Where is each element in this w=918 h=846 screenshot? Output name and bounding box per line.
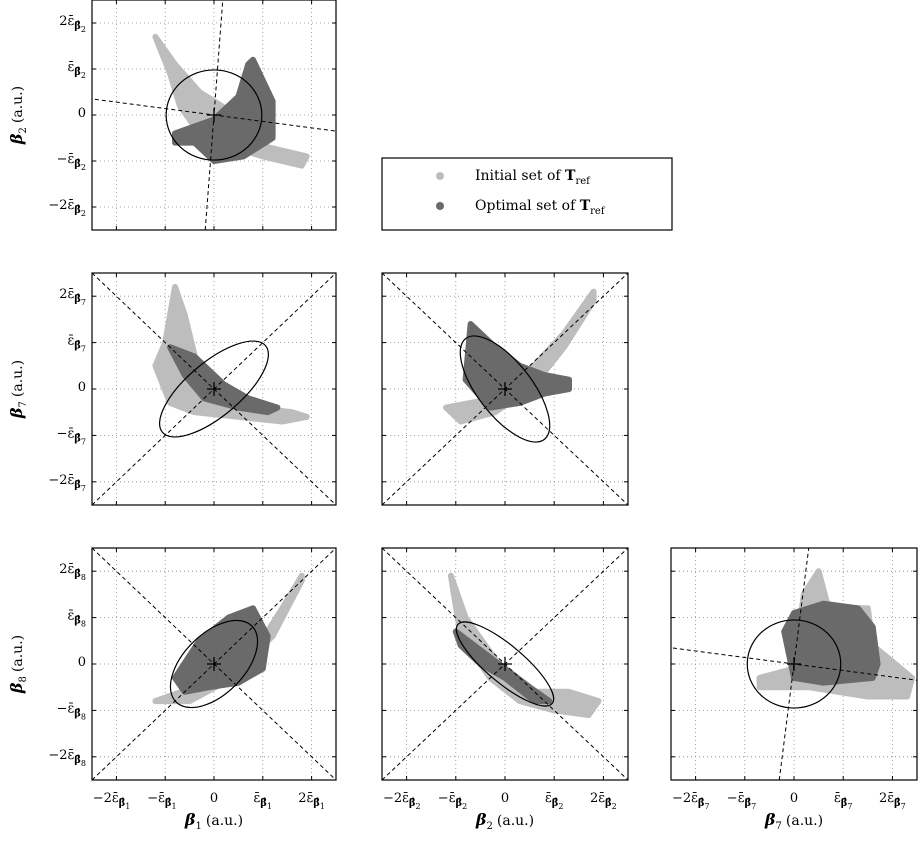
x-tick-label: 2ε̄β̂1 [298, 791, 325, 811]
y-tick-label: −2ε̄β̂7 [48, 473, 86, 493]
x-tick-label: −ε̄β̂2 [438, 791, 467, 811]
x-tick-label: 0 [210, 791, 218, 806]
y-axis-label: β2(a.u.) [7, 86, 29, 145]
center-marker [207, 108, 221, 122]
y-tick-label: ε̄β̂8 [68, 609, 86, 629]
x-axis-label: β2 (a.u.) [475, 810, 534, 832]
y-tick-label: 0 [78, 106, 86, 121]
y-tick-label: −2ε̄β̂2 [48, 198, 86, 218]
x-tick-label: 0 [501, 791, 509, 806]
y-tick-label: 2ε̄β̂8 [59, 562, 86, 582]
x-tick-label: 0 [790, 791, 798, 806]
optimal-set-region [167, 344, 281, 416]
x-tick-label: ε̄β̂7 [834, 791, 852, 811]
optimal-set-region [452, 628, 553, 705]
optimal-set-region [781, 600, 881, 686]
confidence-ellipse [169, 619, 259, 709]
x-tick-label: 2ε̄β̂2 [590, 791, 617, 811]
optimal-set-region [172, 605, 271, 695]
principal-axis-line [778, 548, 810, 780]
confidence-ellipse [455, 621, 555, 707]
legend-box [381, 157, 673, 231]
legend-marker-initial [436, 172, 444, 180]
y-tick-label: 0 [78, 655, 86, 670]
legend-marker-optimal [436, 202, 444, 210]
confidence-ellipse [459, 335, 551, 443]
x-tick-label: −2ε̄β̂2 [383, 791, 421, 811]
center-marker [787, 657, 801, 671]
center-marker [498, 657, 512, 671]
y-tick-label: 2ε̄β̂7 [59, 287, 86, 307]
y-tick-label: 0 [78, 380, 86, 395]
panel-beta8-vs-beta2: −2ε̄β̂2 −ε̄β̂2 0 ε̄β̂2 2ε̄β̂2 β2 (a.u.) [381, 547, 629, 832]
x-axis-label: β1 (a.u.) [184, 810, 243, 832]
x-tick-label: ε̄β̂1 [254, 791, 272, 811]
center-marker [207, 382, 221, 396]
panel-beta2-vs-beta1: 2ε̄β̂2 ε̄β̂2 0 −ε̄β̂2 −2ε̄β̂2 β2(a.u.) [7, 0, 337, 231]
panel-beta7-vs-beta2 [381, 272, 629, 506]
panel-beta7-vs-beta1: 2ε̄β̂7 ε̄β̂7 0 −ε̄β̂7 −2ε̄β̂7 β7(a.u.) [7, 272, 337, 506]
confidence-ellipse [165, 69, 263, 161]
y-tick-label: 2ε̄β̂2 [59, 14, 86, 34]
confidence-ellipse [158, 340, 270, 438]
panel-beta8-vs-beta1: 2ε̄β̂8 ε̄β̂8 0 −ε̄β̂8 −2ε̄β̂8 −2ε̄β̂1 −ε̄β̂1 0 ε… [7, 547, 337, 832]
optimal-set-region [172, 56, 276, 164]
optimal-set-region [462, 321, 572, 411]
x-tick-label: −ε̄β̂1 [147, 791, 176, 811]
y-tick-label: ε̄β̂2 [68, 60, 86, 80]
y-tick-label: −ε̄β̂8 [57, 701, 86, 721]
x-tick-label: −2ε̄β̂7 [672, 791, 710, 811]
x-tick-label: 2ε̄β̂7 [879, 791, 906, 811]
legend-label: Optimal set of Tref [475, 198, 606, 217]
y-axis-label: β7(a.u.) [7, 360, 29, 419]
x-tick-label: −2ε̄β̂1 [93, 791, 131, 811]
legend-label: Initial set of Tref [475, 168, 591, 187]
x-axis-label: β7 (a.u.) [764, 810, 823, 832]
center-marker [207, 657, 221, 671]
legend: Initial set of Tref Optimal set of Tref [381, 157, 673, 231]
confidence-ellipse [746, 619, 842, 709]
panel-beta8-vs-beta7: −2ε̄β̂7 −ε̄β̂7 0 ε̄β̂7 2ε̄β̂7 β7 (a.u.) [670, 547, 918, 832]
center-marker [498, 382, 512, 396]
y-axis-label: β8(a.u.) [7, 635, 29, 694]
x-tick-label: ε̄β̂2 [545, 791, 563, 811]
y-tick-label: −ε̄β̂2 [57, 152, 86, 172]
y-tick-label: ε̄β̂7 [68, 334, 86, 354]
x-tick-label: −ε̄β̂7 [727, 791, 756, 811]
y-tick-label: −2ε̄β̂8 [48, 748, 86, 768]
y-tick-label: −ε̄β̂7 [57, 426, 86, 446]
